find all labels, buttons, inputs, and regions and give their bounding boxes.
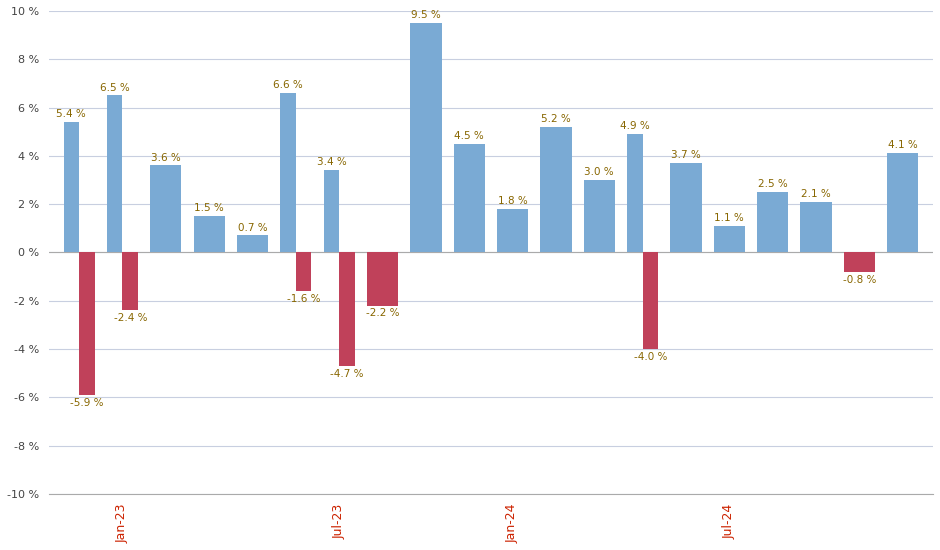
Bar [367,252,399,305]
Text: 1.5 %: 1.5 % [195,204,224,213]
Text: -2.4 %: -2.4 % [114,314,147,323]
Text: 3.6 %: 3.6 % [151,152,180,163]
Bar [194,216,225,252]
Text: 0.7 %: 0.7 % [238,223,267,233]
Bar [584,180,615,252]
Text: -4.0 %: -4.0 % [634,352,667,362]
Text: 4.9 %: 4.9 % [620,121,650,131]
Bar [844,252,875,272]
Bar [887,153,918,252]
Text: 5.2 %: 5.2 % [541,114,571,124]
Text: 6.5 %: 6.5 % [100,82,130,92]
Text: 3.7 %: 3.7 % [671,150,701,160]
Bar [757,192,789,252]
Text: 6.6 %: 6.6 % [274,80,303,90]
Text: 2.1 %: 2.1 % [801,189,831,199]
Bar [627,134,643,252]
Bar [540,127,572,252]
Bar [296,252,311,291]
Bar [280,93,296,252]
Text: 1.1 %: 1.1 % [714,213,744,223]
Bar [150,166,181,252]
Bar [713,226,744,252]
Text: -2.2 %: -2.2 % [366,309,400,318]
Bar [801,202,832,252]
Text: 5.4 %: 5.4 % [56,109,86,119]
Text: 4.1 %: 4.1 % [888,140,917,151]
Text: -4.7 %: -4.7 % [330,368,364,379]
Text: 4.5 %: 4.5 % [454,131,484,141]
Bar [64,122,79,252]
Text: 2.5 %: 2.5 % [758,179,788,189]
Bar [670,163,701,252]
Text: 3.4 %: 3.4 % [317,157,346,167]
Bar [237,235,268,252]
Bar [643,252,658,349]
Text: 9.5 %: 9.5 % [411,10,441,20]
Bar [323,170,339,252]
Bar [122,252,138,310]
Text: -1.6 %: -1.6 % [287,294,321,304]
Bar [454,144,485,252]
Bar [339,252,354,366]
Text: -0.8 %: -0.8 % [842,274,876,284]
Text: 3.0 %: 3.0 % [585,167,614,177]
Text: -5.9 %: -5.9 % [70,398,103,408]
Text: 1.8 %: 1.8 % [497,196,527,206]
Bar [107,96,122,252]
Bar [410,23,442,252]
Bar [79,252,95,395]
Bar [497,209,528,252]
